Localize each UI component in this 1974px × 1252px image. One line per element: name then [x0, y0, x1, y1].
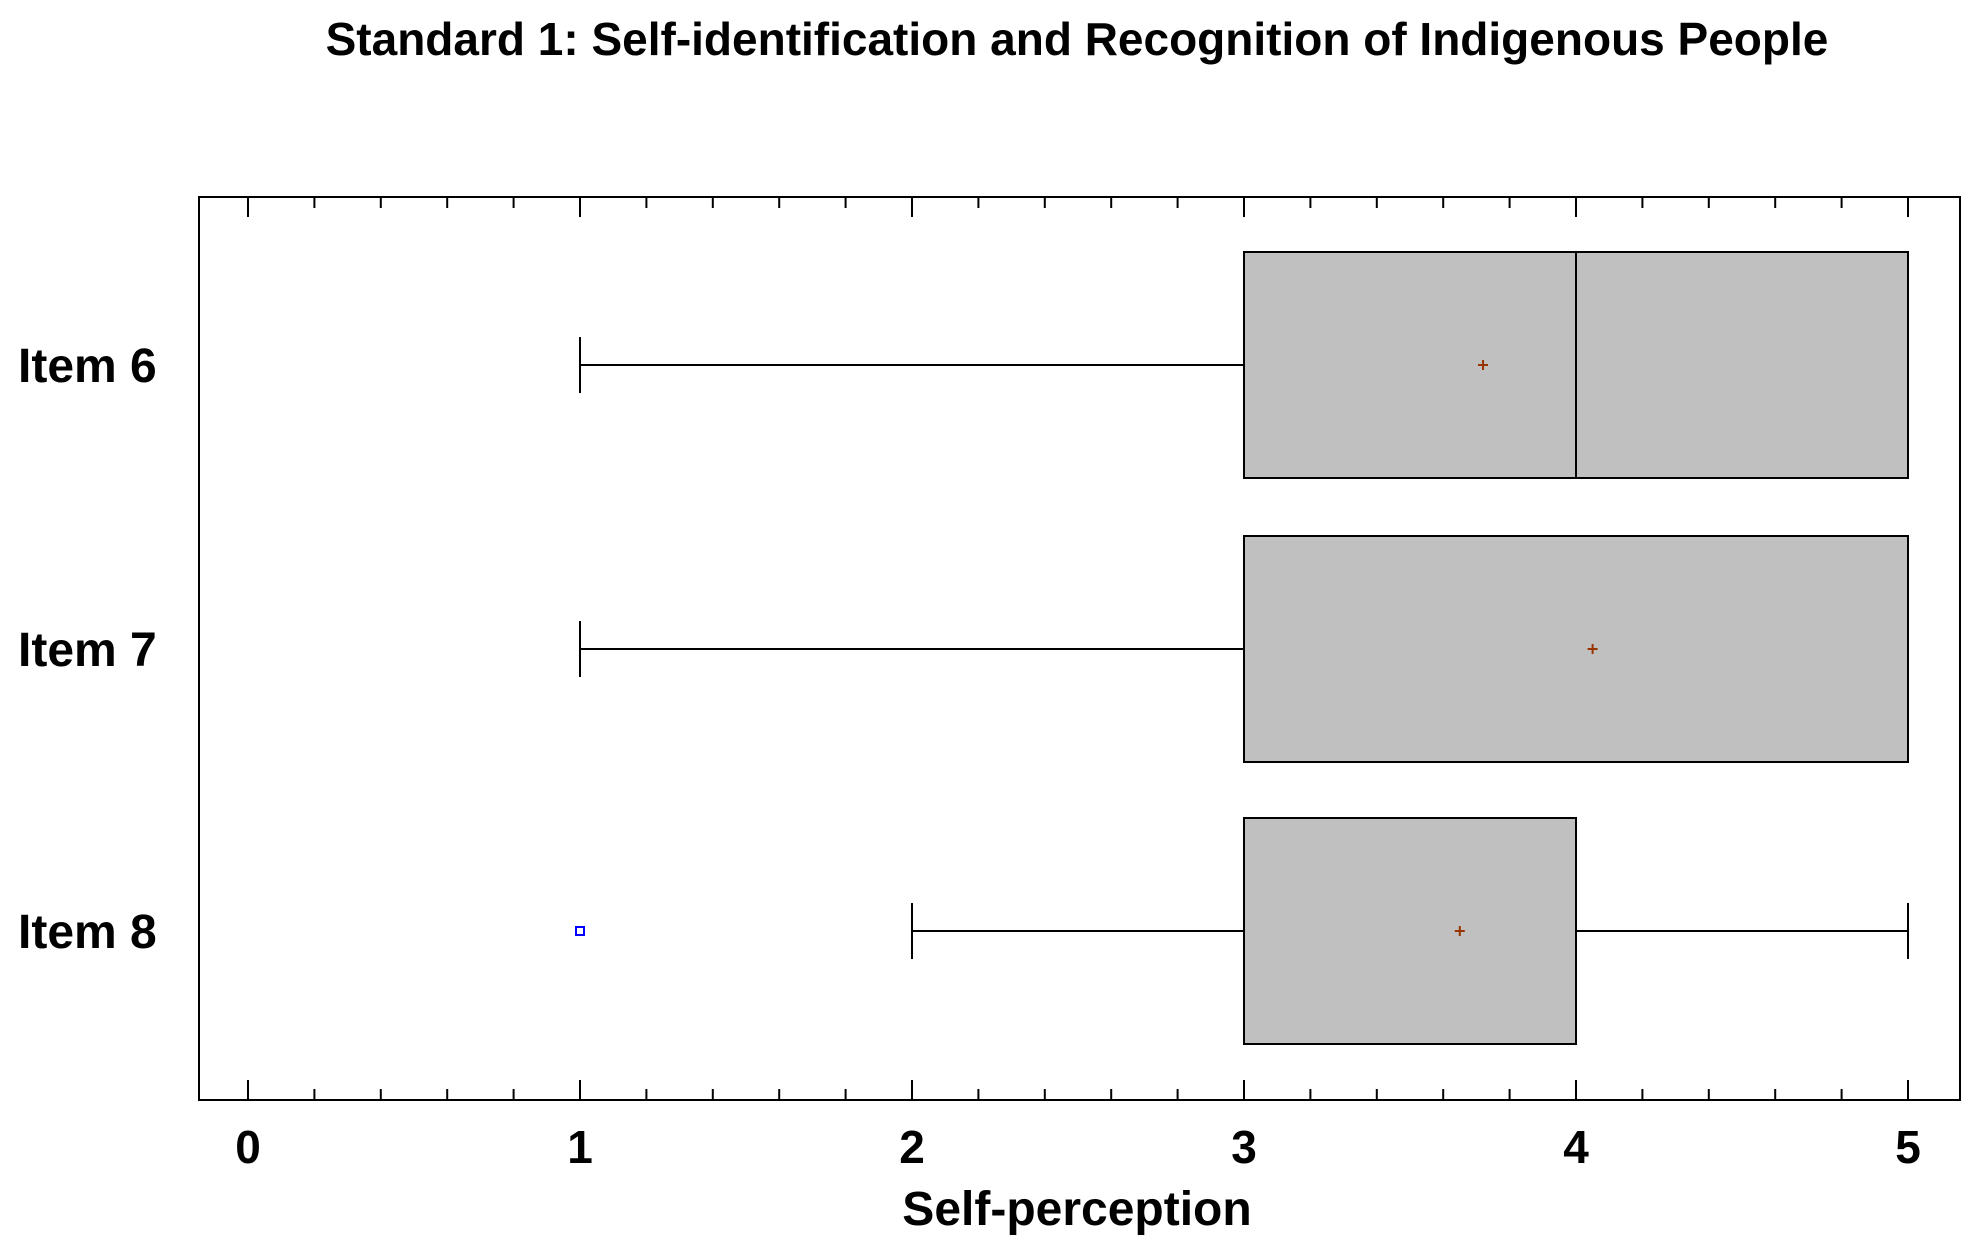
x-tick-label: 1 — [567, 1121, 593, 1173]
mean-marker — [1587, 644, 1598, 654]
box-series — [575, 251, 1909, 1045]
box-item — [575, 817, 1909, 1045]
plot-area-frame — [198, 196, 1961, 1101]
x-tick-label: 2 — [899, 1121, 925, 1173]
category-labels: Item 6 Item 7 Item 8 — [18, 340, 157, 959]
x-tick-label: 3 — [1231, 1121, 1257, 1173]
outlier-point — [575, 926, 585, 936]
mean-marker — [1478, 360, 1489, 370]
category-label: Item 6 — [18, 340, 157, 393]
mean-marker — [1454, 926, 1465, 936]
box-item — [579, 535, 1909, 763]
category-label: Item 7 — [18, 624, 157, 677]
category-label: Item 8 — [18, 906, 157, 959]
chart-title: Standard 1: Self-identification and Reco… — [326, 13, 1829, 65]
box-iqr — [1243, 535, 1909, 763]
box-iqr — [1243, 817, 1577, 1045]
box-item — [579, 251, 1909, 479]
x-tick-label: 4 — [1563, 1121, 1589, 1173]
x-tick-label: 0 — [235, 1121, 261, 1173]
x-tick-label: 5 — [1895, 1121, 1921, 1173]
x-axis-label: Self-perception — [902, 1183, 1251, 1236]
x-axis-ticks: 0 1 2 3 4 5 — [235, 197, 1921, 1173]
